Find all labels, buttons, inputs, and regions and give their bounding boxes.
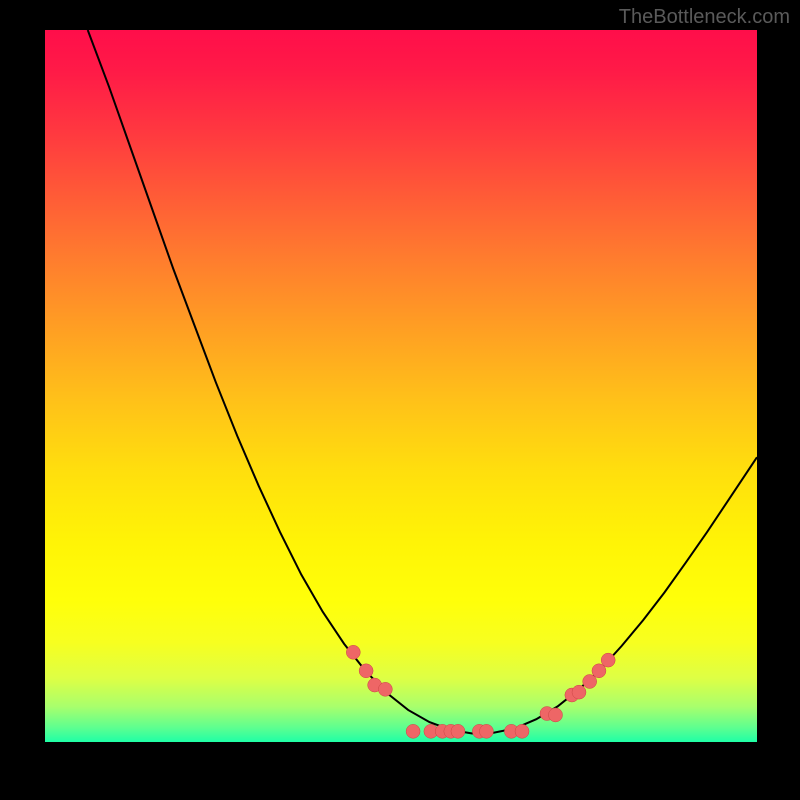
- marker-point: [378, 682, 392, 696]
- marker-point: [359, 664, 373, 678]
- marker-point: [601, 653, 615, 667]
- marker-point: [346, 645, 360, 659]
- marker-point: [451, 724, 465, 738]
- plot-area: [45, 30, 757, 742]
- marker-point: [515, 724, 529, 738]
- marker-point: [549, 708, 563, 722]
- marker-point: [479, 724, 493, 738]
- marker-point: [572, 685, 586, 699]
- marker-point: [406, 724, 420, 738]
- watermark-text: TheBottleneck.com: [619, 6, 790, 29]
- scatter-markers: [45, 30, 757, 742]
